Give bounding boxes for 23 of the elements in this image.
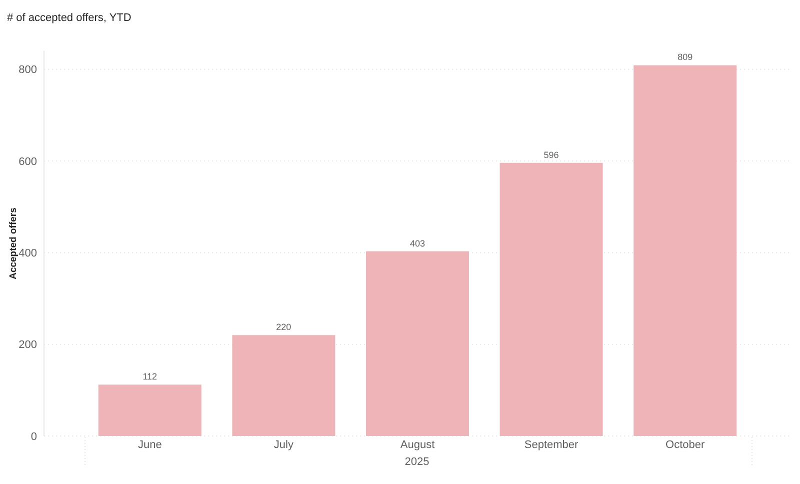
bar xyxy=(98,384,202,436)
data-label: 596 xyxy=(544,150,559,160)
x-tick-label: August xyxy=(400,438,435,451)
y-tick-label: 400 xyxy=(18,248,37,260)
data-label: 220 xyxy=(276,322,292,332)
bar xyxy=(634,65,737,436)
x-axis-title: 2025 xyxy=(404,456,430,468)
x-tick-label: June xyxy=(138,438,162,451)
y-tick-label: 600 xyxy=(18,156,37,168)
x-tick-label: July xyxy=(274,438,294,451)
y-axis-title: Accepted offers xyxy=(8,208,19,280)
y-tick-label: 0 xyxy=(30,430,37,443)
bar xyxy=(500,162,603,436)
y-tick-label: 800 xyxy=(18,64,37,76)
chart-title: # of accepted offers, YTD xyxy=(7,11,132,25)
x-tick-label: September xyxy=(524,438,579,451)
bar xyxy=(232,335,336,436)
x-tick-label: October xyxy=(666,438,705,451)
bar xyxy=(366,251,469,436)
data-label: 809 xyxy=(678,52,693,62)
data-label: 112 xyxy=(142,372,158,382)
data-label: 403 xyxy=(410,238,426,248)
y-tick-label: 200 xyxy=(18,339,37,352)
